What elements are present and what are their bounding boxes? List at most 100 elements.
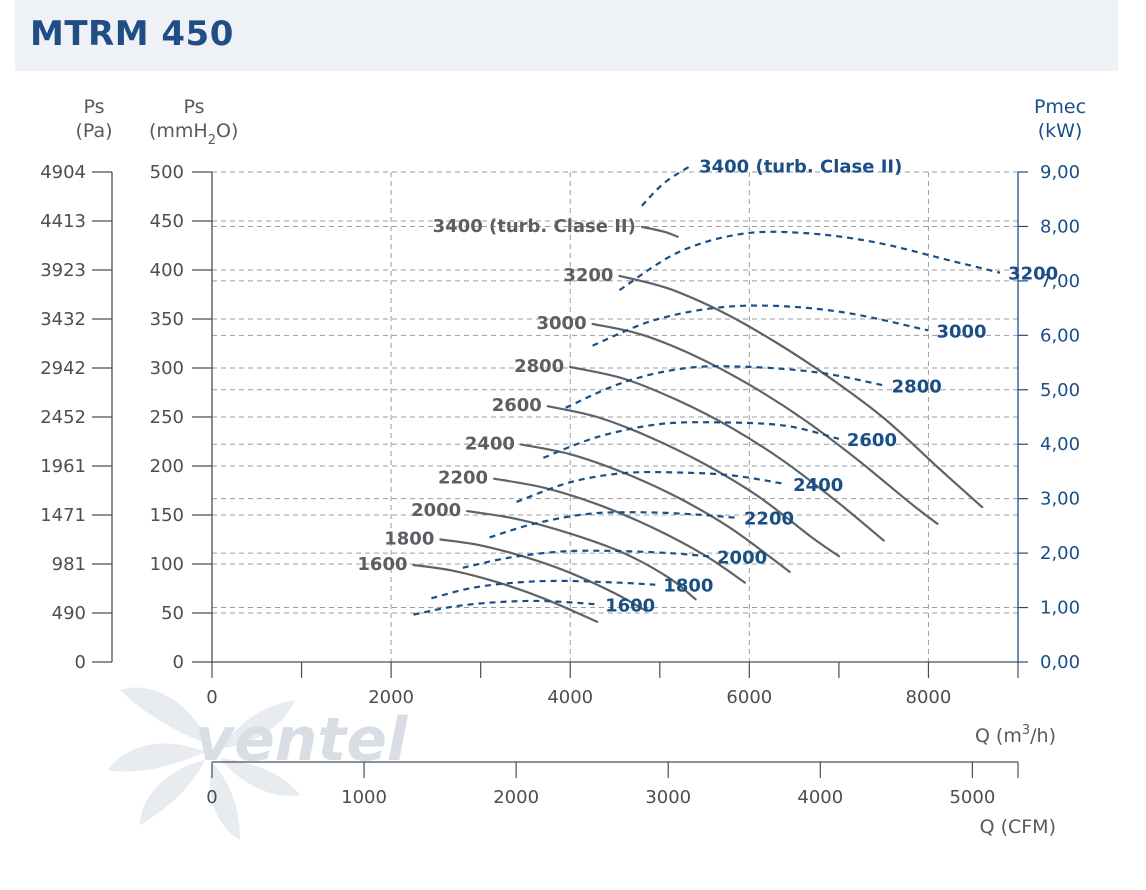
power-label-2400: 2400 xyxy=(793,475,843,496)
pressure-label-3200: 3200 xyxy=(563,265,613,286)
y-mmh2o-tick-label: 300 xyxy=(150,358,184,379)
power-curve-2200 xyxy=(489,511,736,539)
pressure-curve-2600 xyxy=(546,405,840,558)
y-kw-tick-label: 2,00 xyxy=(1040,543,1080,564)
y-kw-tick-label: 9,00 xyxy=(1040,162,1080,183)
y-pa-title-2: (Pa) xyxy=(75,120,112,142)
y-pa-tick-label: 1471 xyxy=(40,505,86,526)
power-curve-3400 xyxy=(641,164,692,207)
y-pa-tick-label: 3432 xyxy=(40,309,86,330)
power-label-2800: 2800 xyxy=(892,376,942,397)
power-label-3000: 3000 xyxy=(936,321,986,342)
pressure-curve-1600 xyxy=(412,563,599,623)
x-m3h-unit-b: /h) xyxy=(1030,725,1056,747)
ventel-watermark: ventel xyxy=(108,687,409,840)
x-cfm-tick-label: 5000 xyxy=(949,787,995,808)
y-mmh2o-unit-b: O) xyxy=(216,120,238,142)
pressure-curve-3200 xyxy=(618,274,984,509)
pressure-label-1600: 1600 xyxy=(357,554,407,575)
power-label-2000: 2000 xyxy=(717,547,767,568)
series: 1600180020002200240026002800300032003400… xyxy=(357,156,1058,623)
x-m3h-title: Q (m3/h) xyxy=(975,723,1056,747)
x-cfm-tick-label: 1000 xyxy=(341,787,387,808)
y-kw-title-1: Pmec xyxy=(1034,96,1086,118)
y-kw-tick-label: 7,00 xyxy=(1040,271,1080,292)
header-bar xyxy=(15,0,1118,71)
fan-logo-icon xyxy=(108,687,300,840)
y-mmh2o-tick-label: 0 xyxy=(173,652,184,673)
power-curve-2600 xyxy=(543,421,840,459)
grid xyxy=(212,171,1018,662)
y-mmh2o-unit-a: (mmH xyxy=(149,120,208,142)
x-m3h-tick-label: 4000 xyxy=(547,687,593,708)
power-curve-2800 xyxy=(565,365,884,409)
y-pa-tick-label: 0 xyxy=(75,652,86,673)
x-cfm-tick-label: 2000 xyxy=(493,787,539,808)
pressure-label-2200: 2200 xyxy=(438,468,488,489)
y-kw-title-2: (kW) xyxy=(1038,120,1083,142)
power-label-2600: 2600 xyxy=(847,430,897,451)
pressure-label-2000: 2000 xyxy=(411,500,461,521)
x-m3h-tick-label: 6000 xyxy=(726,687,772,708)
y-kw-tick-label: 3,00 xyxy=(1040,489,1080,510)
power-label-2200: 2200 xyxy=(744,509,794,530)
x-cfm-tick-label: 0 xyxy=(206,787,217,808)
y-mmh2o-tick-label: 150 xyxy=(150,505,184,526)
power-curve-1800 xyxy=(431,579,656,600)
y-pa-tick-label: 4413 xyxy=(40,211,86,232)
power-curve-2400 xyxy=(516,470,786,503)
power-curve-2000 xyxy=(462,549,710,569)
pressure-curve-2200 xyxy=(493,477,746,584)
pressure-curve-1800 xyxy=(439,538,648,613)
x-m3h-unit-sup: 3 xyxy=(1022,723,1030,738)
power-curve-3200 xyxy=(618,230,1001,292)
y-mmh2o-title-2: (mmH2O) xyxy=(149,120,238,148)
power-label-3400: 3400 (turb. Clase II) xyxy=(699,156,902,177)
y-mmh2o-tick-label: 100 xyxy=(150,554,184,575)
y-mmh2o-tick-label: 450 xyxy=(150,211,184,232)
y-mmh2o-tick-label: 200 xyxy=(150,456,184,477)
y-pa-tick-label: 4904 xyxy=(40,162,86,183)
x-cfm-tick-label: 3000 xyxy=(645,787,691,808)
y-kw-tick-label: 4,00 xyxy=(1040,434,1080,455)
axes: 4904 4413 3923 3432 2942 2452 1961 1471 981 490 0 5… xyxy=(40,162,1080,808)
x-m3h-tick-label: 0 xyxy=(206,687,217,708)
y-mmh2o-unit-sub: 2 xyxy=(208,133,216,148)
y-kw-tick-label: 8,00 xyxy=(1040,216,1080,237)
y-pa-tick-label: 981 xyxy=(52,554,86,575)
y-mmh2o-title-1: Ps xyxy=(183,96,204,118)
pressure-curve-2000 xyxy=(466,510,697,601)
power-curve-1600 xyxy=(413,599,598,616)
y-pa-tick-label: 3923 xyxy=(40,260,86,281)
pressure-label-2400: 2400 xyxy=(465,433,515,454)
x-m3h-tick-label: 2000 xyxy=(368,687,414,708)
y-pa-tick-label: 490 xyxy=(52,603,86,624)
pressure-curve-3000 xyxy=(591,322,939,525)
y-mmh2o-tick-label: 50 xyxy=(161,603,184,624)
x-cfm-tick-label: 4000 xyxy=(797,787,843,808)
y-kw-tick-label: 1,00 xyxy=(1040,598,1080,619)
pressure-label-3400: 3400 (turb. Clase II) xyxy=(433,216,636,237)
page-title: MTRM 450 xyxy=(30,14,234,54)
pressure-curve-2400 xyxy=(519,443,791,573)
y-pa-tick-label: 2942 xyxy=(40,358,86,379)
y-mmh2o-tick-label: 500 xyxy=(150,162,184,183)
x-cfm-title: Q (CFM) xyxy=(980,816,1056,838)
y-kw-tick-label: 0,00 xyxy=(1040,652,1080,673)
pressure-label-2600: 2600 xyxy=(492,395,542,416)
y-kw-tick-label: 5,00 xyxy=(1040,380,1080,401)
y-mmh2o-tick-label: 400 xyxy=(150,260,184,281)
pressure-label-1800: 1800 xyxy=(384,529,434,550)
pressure-curve-2800 xyxy=(569,365,885,542)
power-label-1600: 1600 xyxy=(605,595,655,616)
y-kw-tick-label: 6,00 xyxy=(1040,325,1080,346)
y-mmh2o-tick-label: 250 xyxy=(150,407,184,428)
power-label-1800: 1800 xyxy=(663,576,713,597)
pressure-label-3000: 3000 xyxy=(537,313,587,334)
x-m3h-tick-label: 8000 xyxy=(906,687,952,708)
y-pa-tick-label: 2452 xyxy=(40,407,86,428)
pressure-label-2800: 2800 xyxy=(514,356,564,377)
watermark-text: ventel xyxy=(195,705,409,775)
pressure-curve-3400 xyxy=(640,225,679,238)
